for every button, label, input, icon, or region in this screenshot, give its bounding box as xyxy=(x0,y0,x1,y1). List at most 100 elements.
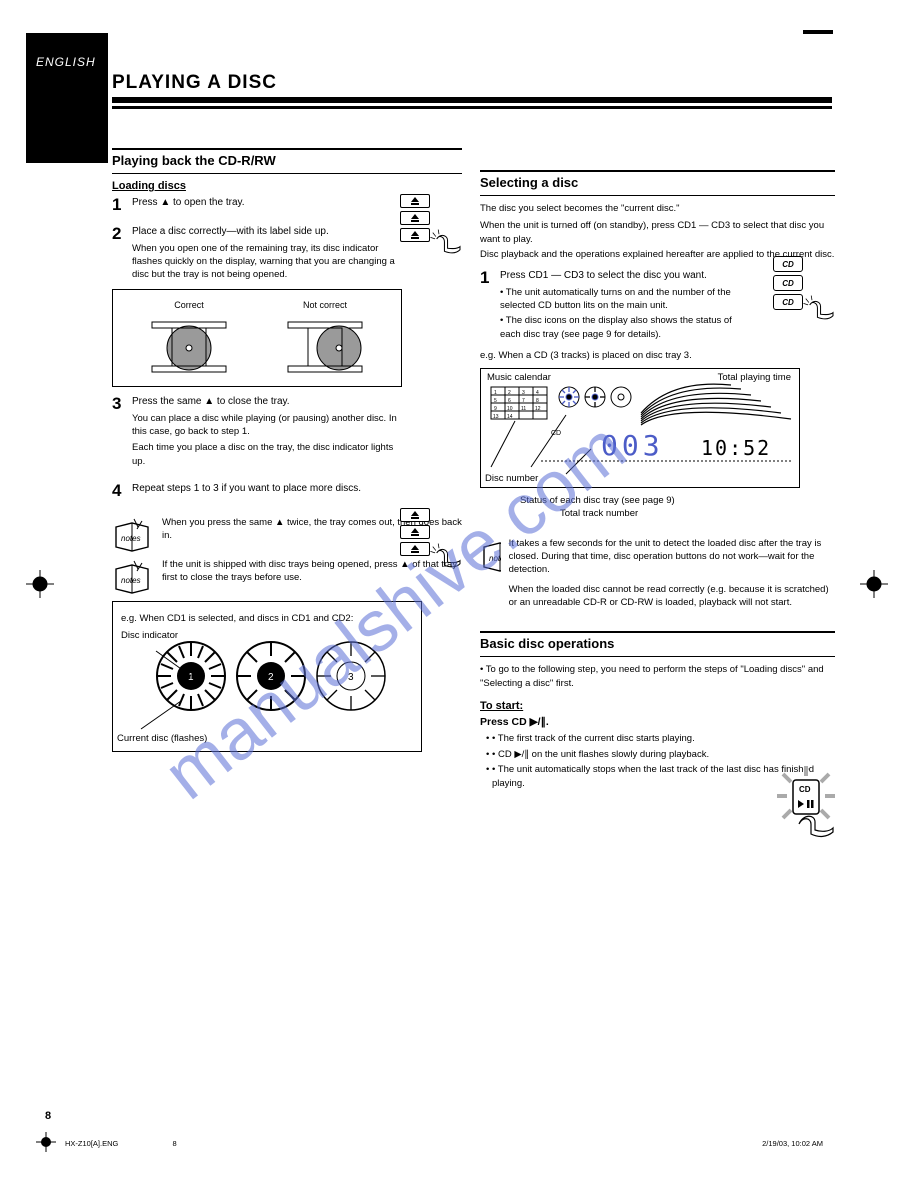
intro-text: The disc you select becomes the "current… xyxy=(480,202,835,215)
svg-text:3: 3 xyxy=(348,672,354,683)
registration-mark-left xyxy=(26,570,54,598)
step-4: 4 Repeat steps 1 to 3 if you want to pla… xyxy=(112,482,402,499)
svg-text:8: 8 xyxy=(536,398,539,404)
svg-text:2: 2 xyxy=(268,672,274,683)
step-text: Press ▲ to open the tray. xyxy=(132,196,372,210)
lcd-total-track-label: Total track number xyxy=(560,507,835,520)
step-number: 3 xyxy=(112,395,132,412)
svg-text:9: 9 xyxy=(494,406,497,412)
step-3-text-a: Press the same ▲ to close the tray. xyxy=(132,396,290,407)
disc-indicator-label: Disc indicator xyxy=(121,629,178,642)
subheading-loading: Loading discs xyxy=(112,180,462,192)
finger-press-icon xyxy=(430,228,462,256)
step-2: 2 Place a disc correctly—with its label … xyxy=(112,225,402,281)
eject-button-illustration-1 xyxy=(400,194,462,256)
current-disc-label: Current disc (flashes) xyxy=(117,732,207,745)
disc-incorrect-icon xyxy=(280,314,370,374)
step-number: 2 xyxy=(112,225,132,242)
cd-button-icon: CD xyxy=(773,275,803,291)
right-step-1: 1 Press CD1 — CD3 to select the disc you… xyxy=(480,269,750,341)
step-1: 1 Press ▲ to open the tray. xyxy=(112,196,372,213)
footer-title: HX-Z10[A].ENG 8 xyxy=(65,1139,177,1148)
page-number: 8 xyxy=(45,1110,51,1122)
eject-button-icon xyxy=(400,508,430,522)
language-tab: ENGLISH xyxy=(26,33,108,163)
cd-button-illustration: CD CD CD xyxy=(773,256,835,322)
svg-text:1: 1 xyxy=(494,390,497,396)
step-text: Place a disc correctly—with its label si… xyxy=(132,225,402,281)
svg-text:CD: CD xyxy=(799,785,811,794)
step-2-text-a: Place a disc correctly—with its label si… xyxy=(132,226,329,237)
svg-text:14: 14 xyxy=(507,414,513,420)
svg-text:6: 6 xyxy=(508,398,511,404)
right-step1-text: Press CD1 — CD3 to select the disc you w… xyxy=(500,270,707,281)
ops-intro: • To go to the following step, you need … xyxy=(480,663,835,690)
right-note1: It takes a few seconds for the unit to d… xyxy=(509,537,835,577)
cd-button-icon: CD xyxy=(773,256,803,272)
disc-correct-icon xyxy=(144,314,234,374)
svg-text:notes: notes xyxy=(121,534,141,543)
svg-text:7: 7 xyxy=(522,398,525,404)
eject-button-icon xyxy=(400,525,430,539)
finger-press-icon xyxy=(803,294,835,322)
disc-icons-illustration: 1 2 xyxy=(121,631,411,741)
cd-label: CD xyxy=(782,298,794,307)
section-rules-right: Selecting a disc xyxy=(480,170,835,196)
lcd-caption: e.g. When a CD (3 tracks) is placed on d… xyxy=(480,349,835,362)
section-heading-right: Selecting a disc xyxy=(480,175,835,190)
svg-text:3: 3 xyxy=(522,390,525,396)
section-rules-basic-ops: Basic disc operations xyxy=(480,631,835,657)
cd-label: CD xyxy=(782,260,794,269)
eject-button-icon xyxy=(400,211,430,225)
step-number: 1 xyxy=(112,196,132,213)
lcd-display-diagram: Music calendar Total playing time 1234 5… xyxy=(480,368,800,488)
ops-subheading: To start: xyxy=(480,700,835,712)
ops-line1: • The first track of the current disc st… xyxy=(492,732,835,746)
page-title: PLAYING A DISC xyxy=(112,72,277,94)
cd-label: CD xyxy=(782,279,794,288)
cd-play-button-illustration: CD xyxy=(771,762,841,847)
svg-text:4: 4 xyxy=(536,390,539,396)
ops-step: Press CD ▶/∥. xyxy=(480,716,835,728)
left-column: Playing back the CD-R/RW Loading discs xyxy=(112,148,462,760)
finger-press-icon xyxy=(430,542,462,570)
section-rules: Playing back the CD-R/RW xyxy=(112,148,462,174)
svg-text:12: 12 xyxy=(535,406,541,412)
svg-text:5: 5 xyxy=(494,398,497,404)
eject-button-icon xyxy=(400,194,430,208)
eject-button-illustration-2 xyxy=(400,508,462,570)
footer-doc-title: HX-Z10[A].ENG xyxy=(65,1139,118,1148)
lcd-illustration: 1234 5678 9101112 1314 xyxy=(481,369,799,487)
step-3-text-c: Each time you place a disc on the tray, … xyxy=(132,441,402,468)
footer-registration-icon xyxy=(36,1132,56,1152)
diagram-caption: e.g. When CD1 is selected, and discs in … xyxy=(121,612,413,625)
svg-text:003: 003 xyxy=(601,429,664,462)
eject-button-icon xyxy=(400,542,430,556)
right-column: Selecting a disc The disc you select bec… xyxy=(480,170,835,795)
svg-text:10: 10 xyxy=(507,406,513,412)
right-step1a: • The unit automatically turns on and th… xyxy=(500,286,750,313)
incorrect-label: Not correct xyxy=(280,300,370,310)
svg-text:1: 1 xyxy=(188,672,194,683)
step-3-text-b: You can place a disc while playing (or p… xyxy=(132,412,402,439)
cd-button-icon: CD xyxy=(773,294,803,310)
language-label: ENGLISH xyxy=(36,55,98,69)
svg-text:10:52: 10:52 xyxy=(701,436,771,460)
ops-line2: • CD ▶/∥ on the unit flashes slowly duri… xyxy=(492,748,835,762)
page-root: ENGLISH PLAYING A DISC Playing back the … xyxy=(0,0,918,1188)
step-text: Repeat steps 1 to 3 if you want to place… xyxy=(132,482,402,496)
step-number: 1 xyxy=(480,269,500,286)
right-step1b: • The disc icons on the display also sho… xyxy=(500,314,750,341)
svg-text:notes: notes xyxy=(489,554,501,563)
disc-indicator-diagram: e.g. When CD1 is selected, and discs in … xyxy=(112,601,422,752)
svg-text:CD: CD xyxy=(551,430,561,437)
step-3: 3 Press the same ▲ to close the tray. Yo… xyxy=(112,395,402,468)
lcd-disc-label: Disc number xyxy=(485,472,538,485)
notes-icon: notes xyxy=(480,537,501,573)
notes-icon: notes xyxy=(112,517,154,553)
notes-icon: notes xyxy=(112,559,154,595)
registration-mark-right xyxy=(860,570,888,598)
step-text: Press the same ▲ to close the tray. You … xyxy=(132,395,402,468)
right-note-text: It takes a few seconds for the unit to d… xyxy=(509,537,835,609)
lcd-status-label: Status of each disc tray (see page 9) xyxy=(520,494,835,507)
